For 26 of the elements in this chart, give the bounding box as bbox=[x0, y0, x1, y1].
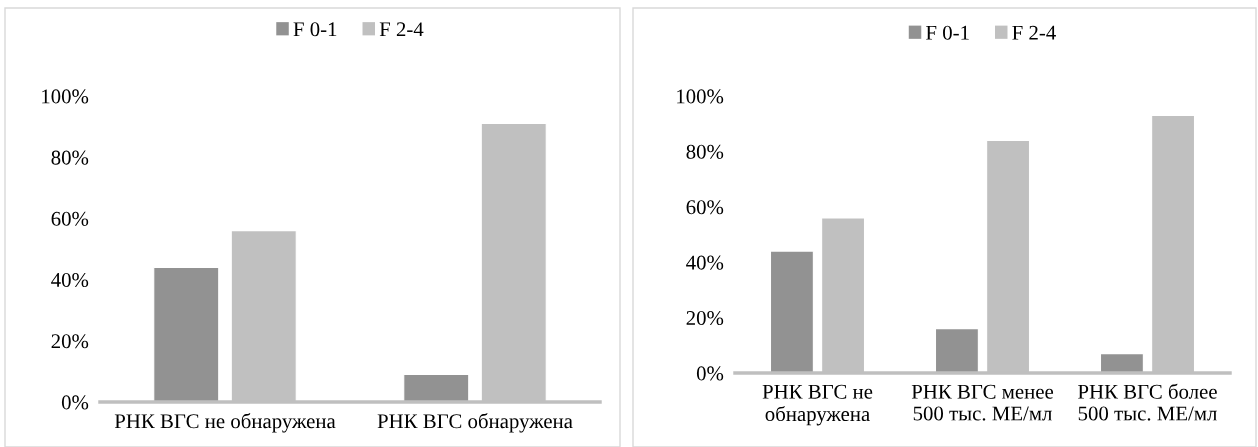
y-tick-label: 20% bbox=[51, 334, 89, 349]
y-tick-label: 0% bbox=[61, 395, 89, 410]
legend-label: F 2-4 bbox=[379, 22, 424, 37]
y-tick-label: 20% bbox=[686, 310, 724, 326]
y-tick-label: 100% bbox=[42, 89, 89, 104]
y-tick-label: 40% bbox=[686, 255, 724, 270]
y-tick-label: 40% bbox=[51, 272, 89, 288]
legend-label: F 2-4 bbox=[1012, 25, 1056, 40]
bar bbox=[934, 328, 979, 373]
x-tick-label: РНК ВГС обнаружена bbox=[377, 413, 573, 433]
x-tick-label: РНК ВГС менее 500 тыс. МЕ/мл bbox=[911, 384, 1054, 421]
y-tick-label: 80% bbox=[51, 150, 89, 165]
x-tick-label: РНК ВГС не обнаружена bbox=[114, 413, 336, 433]
y-tick-label: 0% bbox=[696, 366, 724, 381]
legend-label: F 0-1 bbox=[293, 22, 337, 37]
y-tick-label: 60% bbox=[686, 200, 724, 215]
legend-label: F 0-1 bbox=[926, 25, 969, 40]
bar bbox=[769, 250, 814, 373]
y-tick-label: 100% bbox=[677, 89, 724, 104]
bar bbox=[153, 266, 220, 402]
bar bbox=[1099, 353, 1144, 373]
bar bbox=[403, 373, 470, 402]
y-tick-label: 60% bbox=[51, 211, 89, 226]
x-tick-label: РНК ВГС не обнаружена bbox=[762, 384, 873, 426]
y-tick-label: 80% bbox=[686, 144, 724, 159]
x-tick-label: РНК ВГС более 500 тыс. МЕ/мл bbox=[1078, 383, 1217, 421]
